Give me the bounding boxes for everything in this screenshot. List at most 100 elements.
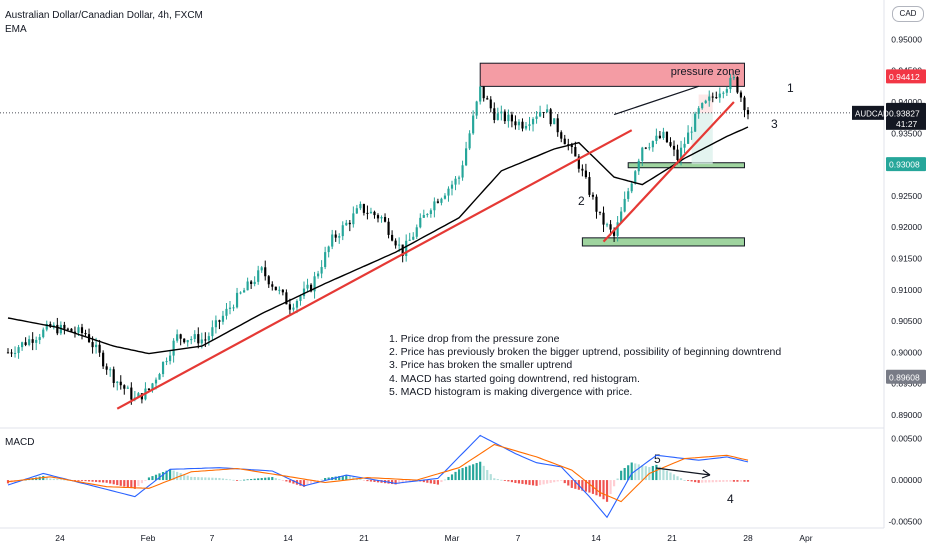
candle-body <box>391 234 394 241</box>
macd-histogram-bar <box>362 480 365 481</box>
candle-body <box>165 361 168 363</box>
note-1: 1. Price drop from the pressure zone <box>389 333 560 345</box>
macd-histogram-bar <box>739 480 743 482</box>
macd-histogram-bar <box>359 479 362 481</box>
macd-histogram-bar <box>49 478 52 481</box>
macd-histogram-bar <box>697 480 700 483</box>
candle-body <box>563 138 566 145</box>
candle-body <box>243 290 246 293</box>
candle-body <box>95 344 98 348</box>
candle-body <box>228 307 232 309</box>
macd-histogram-bar <box>443 479 447 481</box>
badge-zone-top-text: 0.94412 <box>889 72 920 82</box>
candle-body <box>109 369 112 371</box>
candle-body <box>507 114 510 122</box>
candle-body <box>369 211 373 214</box>
time-tick-label: 24 <box>55 533 65 543</box>
macd-histogram-bar <box>609 480 612 495</box>
badge-zone-top <box>886 69 926 84</box>
note-2: 2. Price has previously broken the bigge… <box>389 346 782 359</box>
candle-body <box>595 196 598 212</box>
candle-body <box>102 352 105 367</box>
candle-body <box>21 342 24 348</box>
macd-histogram-bar <box>391 480 394 485</box>
macd-histogram-bar <box>658 466 661 481</box>
macd-histogram-bar <box>422 480 425 483</box>
candle-body <box>450 184 454 189</box>
time-tick-label: 7 <box>516 533 521 543</box>
candle-body <box>729 77 732 90</box>
annotation-2: 2 <box>578 194 585 208</box>
candle-body <box>38 337 41 340</box>
macd-histogram-bar <box>211 477 214 481</box>
time-tick-label: 21 <box>359 533 369 543</box>
macd-histogram-bar <box>433 480 436 484</box>
candle-body <box>630 183 633 192</box>
macd-histogram-bar <box>450 474 454 481</box>
candle-body <box>161 361 165 375</box>
candle-body <box>292 307 295 310</box>
candle-body <box>422 214 425 218</box>
macd-indicator-label[interactable]: MACD <box>5 437 35 448</box>
macd-histogram-bar <box>140 480 143 484</box>
candle-body <box>154 379 158 384</box>
ticker-tag <box>852 105 884 120</box>
ema-indicator-label[interactable]: EMA <box>5 24 27 35</box>
macd-histogram-bar <box>482 465 485 481</box>
time-tick-label: Feb <box>141 533 156 543</box>
note-3: 3. Price has broken the smaller uptrend <box>389 359 573 372</box>
macd-histogram-bar <box>119 480 122 486</box>
time-tick-label: 14 <box>591 533 601 543</box>
macd-histogram-bar <box>602 480 605 500</box>
macd-histogram-bar <box>630 462 633 481</box>
candle-body <box>250 281 253 285</box>
macd-histogram-bar <box>109 480 112 484</box>
macd-histogram-bar <box>253 478 256 481</box>
macd-histogram-bar <box>500 479 503 481</box>
candle-body <box>42 329 45 338</box>
macd-histogram-bar <box>493 478 496 481</box>
candle-body <box>588 177 591 195</box>
macd-histogram-bar <box>704 480 707 483</box>
macd-histogram-bar <box>539 480 542 486</box>
candle-body <box>172 340 175 356</box>
ema-line <box>7 126 749 355</box>
candle-body <box>285 292 288 305</box>
candle-body <box>355 208 358 214</box>
macd-histogram-bar <box>732 480 735 482</box>
candle-body <box>341 225 344 237</box>
macd-histogram-bar <box>613 480 616 487</box>
candle-body <box>517 121 521 126</box>
macd-histogram-bar <box>729 480 732 482</box>
macd-histogram-bar <box>285 480 288 482</box>
candle-body <box>718 93 721 98</box>
macd-histogram-bar <box>126 480 129 488</box>
macd-histogram-bar <box>503 480 506 481</box>
candle-body <box>433 201 436 211</box>
candle-body <box>232 307 235 309</box>
candle-body <box>722 92 725 94</box>
macd-histogram-bar <box>172 470 175 481</box>
macd-histogram-bar <box>133 480 136 489</box>
candle-body <box>482 86 485 99</box>
macd-histogram-bar <box>165 470 168 481</box>
candle-body <box>235 292 239 308</box>
divergence-arrow <box>655 467 711 476</box>
analysis-notes: 1. Price drop from the pressure zone 2. … <box>389 333 781 399</box>
macd-histogram-bar <box>581 480 584 491</box>
signal-line <box>7 443 749 503</box>
currency-selector[interactable]: CAD <box>892 6 924 22</box>
macd-histogram-bar <box>542 480 545 485</box>
candle-body <box>98 344 101 353</box>
candle-body <box>531 118 535 125</box>
candle-body <box>401 244 404 256</box>
candle-body <box>715 97 718 99</box>
macd-tick-label: -0.00500 <box>888 516 922 526</box>
macd-histogram-bar <box>595 480 598 496</box>
macd-histogram-bar <box>701 480 704 483</box>
candle-body <box>514 121 517 126</box>
candle-body <box>613 229 616 236</box>
annotation-5: 5 <box>654 452 661 466</box>
macd-histogram-bar <box>317 480 320 481</box>
pressure-zone-label: pressure zone <box>671 66 741 78</box>
